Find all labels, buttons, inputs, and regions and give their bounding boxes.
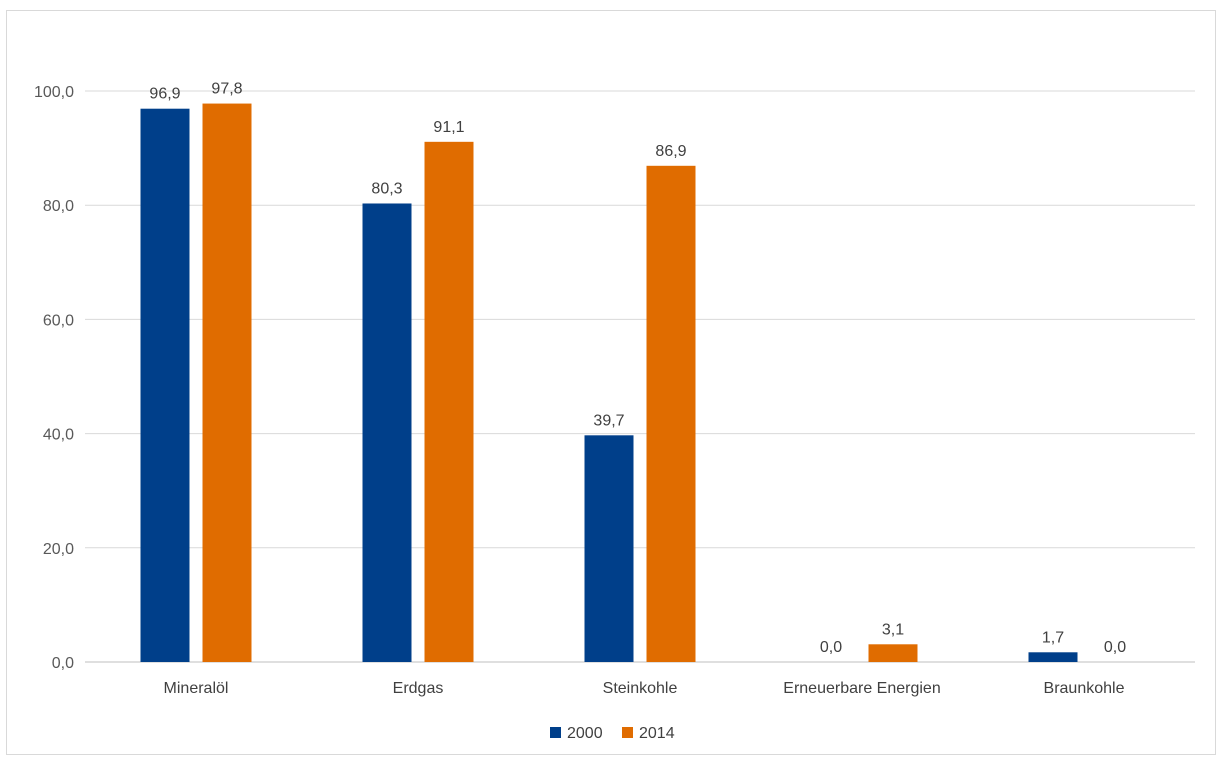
data-label-2014: 91,1 <box>433 119 464 136</box>
gridlines <box>85 90 1195 663</box>
category-label: Braunkohle <box>1044 680 1125 697</box>
data-label-2000: 1,7 <box>1042 629 1064 646</box>
bar-2000 <box>1028 652 1078 662</box>
data-label-2000: 0,0 <box>820 639 842 656</box>
data-label-2014: 86,9 <box>655 143 686 160</box>
legend-label-2014: 2014 <box>639 725 675 742</box>
bar-2000 <box>584 435 634 662</box>
y-tick-label: 60,0 <box>43 312 74 329</box>
bar-2014 <box>646 165 696 662</box>
bars <box>140 103 1078 663</box>
data-labels: 96,9 97,8 80,3 91,1 39,7 86,9 0,0 3,1 1,7 0,0 <box>149 81 1126 656</box>
x-axis-categories: Mineralöl Erdgas Steinkohle Erneuerbare Ene… <box>164 680 1125 697</box>
data-label-2014: 0,0 <box>1104 639 1126 656</box>
bar-2014 <box>202 103 252 662</box>
category-label: Steinkohle <box>603 680 678 697</box>
bar-2014 <box>868 644 918 662</box>
data-label-2014: 97,8 <box>211 81 242 98</box>
chart-frame: 0,0 20,0 40,0 60,0 80,0 100,0 96,9 97,8 80,3 91,… <box>6 10 1216 755</box>
bar-2000 <box>362 203 412 662</box>
data-label-2014: 3,1 <box>882 621 904 638</box>
y-tick-label: 20,0 <box>43 541 74 558</box>
legend-label-2000: 2000 <box>567 725 603 742</box>
bar-chart: 0,0 20,0 40,0 60,0 80,0 100,0 96,9 97,8 80,3 91,… <box>34 81 1195 742</box>
bar-2014 <box>424 141 474 663</box>
data-label-2000: 96,9 <box>149 86 180 103</box>
legend: 2000 2014 <box>550 725 675 742</box>
category-label: Mineralöl <box>164 680 229 697</box>
category-label: Erneuerbare Energien <box>783 680 940 697</box>
y-tick-label: 0,0 <box>52 655 74 672</box>
y-tick-label: 100,0 <box>34 84 74 101</box>
y-tick-label: 80,0 <box>43 198 74 215</box>
legend-swatch-2000 <box>550 727 561 738</box>
y-axis-ticks: 0,0 20,0 40,0 60,0 80,0 100,0 <box>34 84 74 672</box>
y-tick-label: 40,0 <box>43 427 74 444</box>
category-label: Erdgas <box>393 680 444 697</box>
data-label-2000: 39,7 <box>593 412 624 429</box>
legend-swatch-2014 <box>622 727 633 738</box>
data-label-2000: 80,3 <box>371 180 402 197</box>
bar-2000 <box>140 108 190 663</box>
